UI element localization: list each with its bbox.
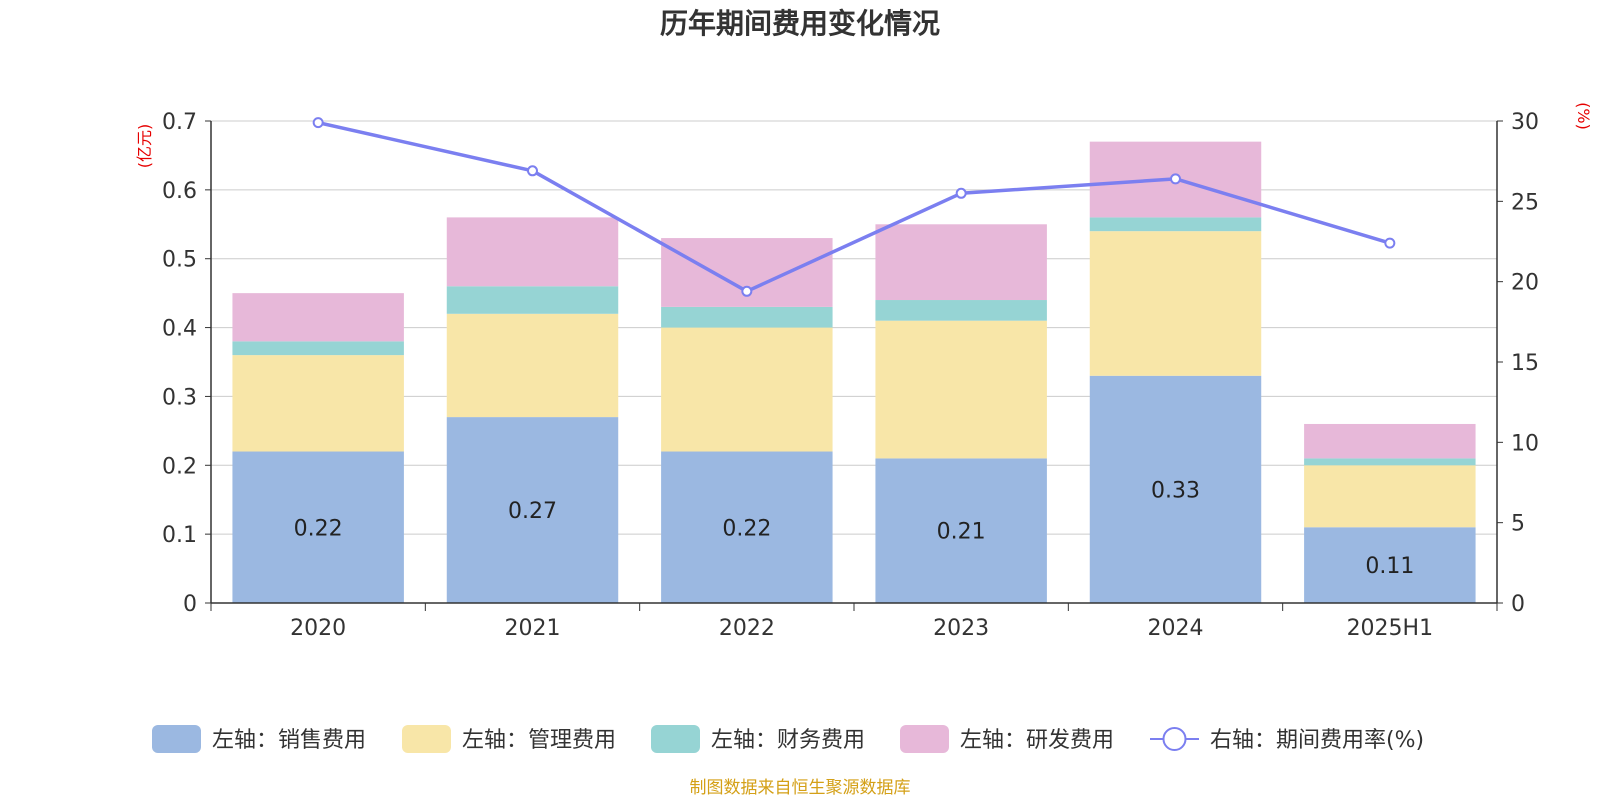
left-tick-label: 0.4 (162, 317, 197, 342)
rate-point (1384, 237, 1396, 249)
right-tick-label: 10 (1511, 431, 1539, 456)
x-tick-label: 2022 (719, 616, 775, 641)
left-tick-label: 0.1 (162, 523, 197, 548)
legend-label: 右轴：期间费用率(%) (1210, 728, 1424, 753)
legend-label: 左轴：研发费用 (960, 728, 1114, 753)
rate-point (312, 117, 324, 129)
right-tick-label: 0 (1511, 592, 1525, 617)
x-tick-label: 2024 (1148, 616, 1204, 641)
bar-value-label: 0.27 (508, 499, 557, 524)
bar-segment (1089, 375, 1262, 603)
left-axis-unit: (亿元) (135, 124, 154, 169)
rate-point (955, 187, 967, 199)
legend: 左轴：销售费用 左轴：管理费用 左轴：财务费用 左轴：研发费用 右轴：期间费用率(%) (152, 725, 1424, 753)
bar-segment (232, 451, 404, 603)
right-tick-label: 5 (1511, 512, 1525, 537)
bar-segment (1089, 217, 1262, 232)
bar-segment (232, 355, 404, 452)
axes: 0 0.1 0.2 0.3 0.4 0.5 0.6 0.7 0 5 10 15 20 25 30 2020 20… (162, 110, 1539, 641)
left-tick-label: 0.3 (162, 385, 197, 410)
legend-label: 左轴：管理费用 (462, 728, 616, 753)
left-tick-label: 0 (183, 592, 197, 617)
bar-segment (1304, 458, 1476, 466)
bar-segment (875, 300, 1047, 321)
left-tick-label: 0.7 (162, 110, 197, 135)
legend-label: 左轴：财务费用 (711, 728, 865, 753)
bar-value-label: 0.33 (1151, 478, 1200, 503)
rate-point (741, 285, 753, 297)
bar-value-label: 0.21 (937, 520, 986, 545)
legend-swatch (900, 725, 949, 753)
rate-point (1170, 173, 1181, 185)
x-tick-label: 2021 (505, 616, 561, 641)
bar-segment (232, 341, 404, 356)
right-axis-unit: (%) (1574, 102, 1593, 130)
x-tick-label: 2023 (933, 616, 989, 641)
bar-segment (1304, 423, 1476, 459)
x-tick-label: 2025H1 (1347, 616, 1434, 641)
right-tick-label: 25 (1511, 190, 1539, 215)
legend-marker (1162, 727, 1187, 751)
bar-value-label: 0.11 (1365, 554, 1414, 579)
bar-segment (232, 293, 404, 342)
bar-segment (661, 327, 833, 452)
right-tick-label: 30 (1511, 110, 1539, 135)
bar-segment (1089, 231, 1262, 376)
left-tick-label: 0.2 (162, 454, 197, 479)
line-series (312, 117, 1396, 297)
bar-segment (875, 320, 1047, 459)
bar-segment (1304, 465, 1476, 528)
right-tick-label: 15 (1511, 351, 1539, 376)
legend-swatch (651, 725, 700, 753)
bar-segment (446, 286, 619, 314)
source-note: 制图数据来自恒生聚源数据库 (690, 778, 911, 798)
bar-segment (875, 224, 1047, 301)
left-tick-label: 0.6 (162, 179, 197, 204)
rate-point (527, 165, 538, 177)
bar-segment (446, 217, 619, 287)
bar-segment (446, 417, 619, 603)
chart-title: 历年期间费用变化情况 (660, 7, 940, 40)
data-labels: 0.22 0.27 0.22 0.21 0.33 0.11 (294, 478, 1415, 579)
x-tick-label: 2020 (290, 616, 346, 641)
bar-value-label: 0.22 (722, 516, 771, 541)
bar-value-label: 0.22 (294, 516, 343, 541)
right-tick-label: 20 (1511, 271, 1539, 296)
legend-swatch (152, 725, 201, 753)
bar-segment (661, 306, 833, 328)
bar-segment (1304, 527, 1476, 603)
left-tick-label: 0.5 (162, 248, 197, 273)
legend-label: 左轴：销售费用 (212, 728, 366, 753)
bar-segment (446, 313, 619, 418)
bar-segment (661, 451, 833, 603)
legend-swatch (402, 725, 451, 753)
rate-line (317, 120, 1391, 294)
gridlines (211, 120, 1497, 535)
bar-segment (875, 458, 1047, 603)
